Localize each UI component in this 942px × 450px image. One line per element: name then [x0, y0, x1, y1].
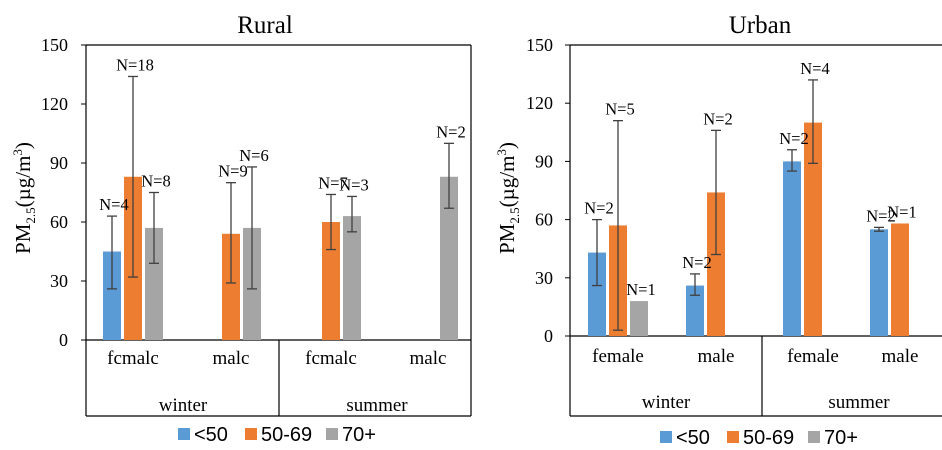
legend-label-50-69: 50-69 — [261, 424, 312, 446]
sample-size-label: N=2 — [436, 122, 465, 141]
legend-label-70plus: 70+ — [824, 427, 858, 449]
x-category-label: fcmalc — [107, 348, 159, 369]
annotation-layer: N=4 N=18 N=8 N=9N=6 N=7N=3 N=2 — [99, 55, 465, 214]
sample-size-label: N=6 — [239, 146, 268, 165]
sample-size-label: N=1 — [626, 280, 655, 299]
legend-swatch-lt50 — [660, 431, 672, 443]
legend-label-lt50: <50 — [194, 424, 228, 446]
bar-c70p — [343, 216, 361, 340]
x-group-label: summer — [346, 395, 408, 416]
y-axis-label-unit-sup: 3 — [10, 149, 25, 156]
sample-size-label: N=4 — [800, 59, 829, 78]
bar-c5069 — [891, 223, 909, 336]
y-axis-label-unit-sup: 3 — [494, 149, 509, 156]
y-axis-label-unit: (µg/m — [495, 156, 519, 208]
bar-c5069 — [707, 192, 725, 336]
y-axis-label-main: PM — [495, 223, 519, 254]
sample-size-label: N=8 — [141, 172, 170, 191]
bar-lt50 — [783, 161, 801, 336]
y-tick-label: 30 — [535, 268, 553, 288]
y-tick-label: 60 — [50, 212, 68, 232]
bar-lt50 — [686, 285, 704, 336]
y-axis-label-unit-close: ) — [495, 142, 519, 149]
y-tick-label: 120 — [41, 94, 68, 114]
y-tick-label: 120 — [526, 93, 553, 113]
legend-swatch-lt50 — [178, 428, 190, 440]
x-group-label: winter — [159, 395, 208, 416]
legend-swatch-70plus — [808, 431, 820, 443]
y-tick-label: 0 — [59, 330, 68, 350]
chart-title: Rural — [237, 12, 293, 39]
sample-size-label: N=4 — [99, 195, 128, 214]
x-category-label: fcmalc — [305, 348, 357, 369]
y-axis-label: PM2.5(µg/m3) — [494, 142, 522, 254]
bar-lt50 — [870, 229, 888, 336]
legend-swatch-50-69 — [727, 431, 739, 443]
x-category-label: male — [882, 346, 919, 367]
x-category-label: female — [787, 346, 839, 367]
bar-c70p — [440, 176, 458, 340]
sample-size-label: N=2 — [779, 129, 808, 148]
sample-size-label: N=2 — [584, 199, 613, 218]
bar-lt50 — [588, 252, 606, 336]
y-tick-label: 150 — [526, 35, 553, 55]
y-tick-label: 0 — [544, 326, 553, 346]
sample-size-label: N=3 — [339, 175, 368, 194]
y-axis-label-main: PM — [11, 223, 35, 254]
x-group-label: winter — [642, 392, 691, 413]
y-axis-label-sub: 2.5 — [23, 207, 38, 223]
x-category-label: male — [698, 346, 735, 367]
bar-c5069 — [222, 233, 240, 340]
sample-size-label: N=7 — [318, 173, 347, 192]
y-tick-label: 150 — [41, 35, 68, 55]
legend-swatch-70plus — [326, 428, 338, 440]
bar-lt50 — [103, 251, 121, 340]
y-tick-label: 60 — [535, 210, 553, 230]
bar-layer — [103, 75, 458, 340]
annotation-layer: N=2N=5N=1N=2N=2N=2N=4N=2N=1 — [584, 59, 916, 299]
y-axis-label: PM2.5(µg/m3) — [10, 142, 38, 254]
bar-c70p — [630, 301, 648, 336]
axis-layer: 0 30 60 90 120 150 female male female male winter s… — [526, 35, 942, 417]
x-category-label: malc — [213, 348, 250, 369]
legend-label-50-69: 50-69 — [743, 427, 794, 449]
bar-c5069 — [804, 122, 822, 336]
legend-label-lt50: <50 — [676, 427, 710, 449]
y-tick-label: 30 — [50, 271, 68, 291]
y-axis-label-unit-close: ) — [11, 142, 35, 149]
bar-layer — [588, 79, 909, 336]
urban-chart-panel: Urban PM2.5(µg/m3) 0 30 60 90 120 150 female ma… — [494, 12, 942, 417]
sample-size-label: N=1 — [887, 202, 916, 221]
sample-size-label: N=2 — [703, 109, 732, 128]
y-tick-label: 90 — [50, 153, 68, 173]
bar-c70p — [145, 227, 163, 340]
sample-size-label: N=18 — [116, 55, 154, 74]
x-category-label: female — [592, 346, 644, 367]
legend-rural: <50 50-69 70+ — [178, 424, 376, 446]
y-axis-label-unit: (µg/m — [11, 156, 35, 208]
legend-swatch-50-69 — [245, 428, 257, 440]
legend-label-70plus: 70+ — [342, 424, 376, 446]
x-group-label: summer — [828, 392, 890, 413]
sample-size-label: N=2 — [682, 253, 711, 272]
sample-size-label: N=2 — [866, 206, 895, 225]
sample-size-label: N=9 — [218, 162, 247, 181]
chart-title: Urban — [729, 12, 792, 39]
x-category-label: malc — [410, 348, 447, 369]
y-axis-label-sub: 2.5 — [507, 207, 522, 223]
axis-layer: 0 30 60 90 120 150 fcmalc malc fcmalc malc winter s… — [41, 35, 472, 417]
bar-c5069 — [322, 222, 340, 340]
sample-size-label: N=5 — [605, 100, 634, 119]
y-tick-label: 90 — [535, 151, 553, 171]
rural-chart-panel: Rural PM2.5(µg/m3) 0 30 60 90 120 150 fcmalc ma… — [10, 12, 472, 417]
legend-urban: <50 50-69 70+ — [660, 427, 858, 449]
